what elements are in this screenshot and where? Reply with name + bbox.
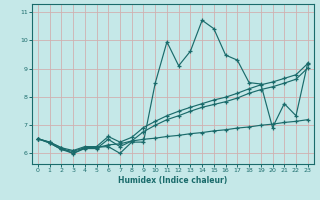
X-axis label: Humidex (Indice chaleur): Humidex (Indice chaleur) <box>118 176 228 185</box>
